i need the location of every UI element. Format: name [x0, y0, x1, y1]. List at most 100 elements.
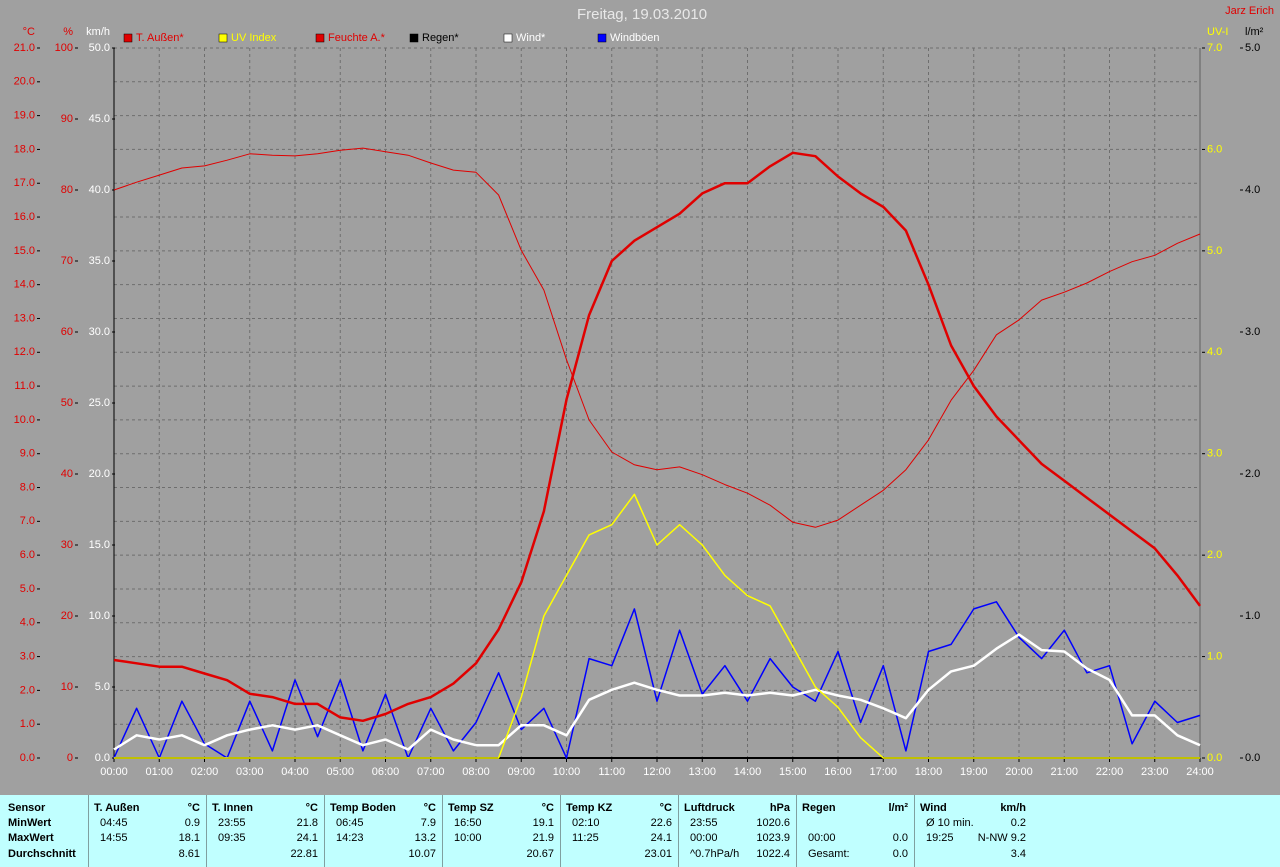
y-tick-label: 30 — [61, 539, 73, 551]
cell-value: 1020.6 — [756, 817, 790, 829]
y-tick-label: 1.0 — [20, 718, 35, 730]
cell-value: 10.07 — [408, 848, 436, 860]
y-tick-label: 90 — [61, 113, 73, 125]
x-tick-label: 06:00 — [372, 766, 400, 778]
separator — [560, 795, 561, 867]
cell-value: 20.67 — [526, 848, 554, 860]
x-tick-label: 24:00 — [1186, 766, 1214, 778]
separator — [914, 795, 915, 867]
y-tick-label: 15.0 — [89, 539, 110, 551]
x-tick-label: 19:00 — [960, 766, 988, 778]
y-tick-label: 13.0 — [14, 312, 35, 324]
cell-time: 00:00 — [808, 832, 836, 844]
x-tick-label: 01:00 — [145, 766, 173, 778]
group-unit: °C — [305, 802, 318, 814]
cell-value: 7.9 — [420, 817, 436, 829]
legend-label: T. Außen* — [136, 32, 184, 44]
series-line — [113, 633, 1201, 751]
y-tick-label: 0.0 — [1207, 752, 1222, 764]
x-tick-label: 16:00 — [824, 766, 852, 778]
x-tick-label: 12:00 — [643, 766, 671, 778]
y-tick-label: 80 — [61, 184, 73, 196]
y-tick-label: 0.0 — [20, 752, 35, 764]
cell-time: 23:55 — [218, 817, 246, 829]
y-tick-label: 10 — [61, 681, 73, 693]
cell-value: 0.9 — [184, 817, 200, 829]
cell-value: 21.9 — [532, 832, 554, 844]
cell-time: 10:00 — [454, 832, 482, 844]
x-tick-label: 11:00 — [598, 766, 625, 778]
legend-swatch — [315, 33, 325, 43]
separator — [678, 795, 679, 867]
row-label: Durchschnitt — [8, 848, 76, 860]
axis-unit-label: km/h — [86, 26, 110, 38]
cell-time: Gesamt: — [808, 848, 850, 860]
cell-time: ^0.7hPa/h — [690, 848, 740, 860]
group-unit: hPa — [769, 802, 790, 814]
author: Jarz Erich — [1225, 5, 1274, 17]
x-tick-label: 21:00 — [1050, 766, 1078, 778]
x-tick-label: 05:00 — [326, 766, 354, 778]
row-label: Sensor — [8, 802, 46, 814]
cell-time: 23:55 — [690, 817, 718, 829]
x-tick-label: 15:00 — [779, 766, 807, 778]
cell-value: 21.8 — [296, 817, 318, 829]
y-tick-label: 18.0 — [14, 143, 35, 155]
y-tick-label: 5.0 — [1207, 245, 1222, 257]
legend-swatch — [409, 33, 419, 43]
series-line — [113, 147, 1201, 528]
y-tick-label: 100 — [55, 42, 73, 54]
y-tick-label: 20 — [61, 610, 73, 622]
x-tick-label: 02:00 — [191, 766, 219, 778]
x-tick-label: 13:00 — [688, 766, 716, 778]
group-unit: °C — [187, 802, 200, 814]
x-tick-label: 14:00 — [734, 766, 762, 778]
separator — [324, 795, 325, 867]
cell-time: 00:00 — [690, 832, 718, 844]
y-tick-label: 20.0 — [89, 468, 110, 480]
y-tick-label: 19.0 — [14, 110, 35, 122]
cell-time: Ø 10 min. — [926, 817, 974, 829]
separator — [796, 795, 797, 867]
y-tick-label: 1.0 — [1245, 610, 1260, 622]
legend-swatch — [123, 33, 133, 43]
legend-label: Regen* — [422, 32, 459, 44]
group-unit: km/h — [1000, 802, 1026, 814]
y-tick-label: 0.0 — [1245, 752, 1260, 764]
separator — [206, 795, 207, 867]
x-tick-label: 08:00 — [462, 766, 490, 778]
cell-value: 22.6 — [650, 817, 672, 829]
cell-value: 13.2 — [414, 832, 436, 844]
cell-time: 16:50 — [454, 817, 482, 829]
cell-value: 24.1 — [650, 832, 672, 844]
group-unit: °C — [423, 802, 436, 814]
y-tick-label: 1.0 — [1207, 650, 1222, 662]
axis-unit-label: UV-I — [1207, 26, 1228, 38]
y-tick-label: 3.0 — [1207, 448, 1222, 460]
group-name: Wind — [920, 802, 947, 814]
cell-value: 23.01 — [644, 848, 672, 860]
y-tick-label: 16.0 — [14, 211, 35, 223]
legend-swatch — [503, 33, 513, 43]
y-tick-label: 50.0 — [89, 42, 110, 54]
cell-value: 8.61 — [178, 848, 200, 860]
group-name: Luftdruck — [684, 802, 735, 814]
cell-time: 14:23 — [336, 832, 364, 844]
axis-unit-label: °C — [23, 26, 35, 38]
cell-time: 11:25 — [572, 832, 599, 844]
x-tick-label: 22:00 — [1096, 766, 1124, 778]
legend-label: Feuchte A.* — [328, 32, 386, 44]
group-name: T. Außen — [94, 802, 140, 814]
chart: Freitag, 19.03.2010 Jarz Erich 00:00 01:0… — [14, 5, 1274, 778]
y-tick-label: 9.0 — [20, 448, 35, 460]
y-tick-label: 30.0 — [89, 326, 110, 338]
cell-time: 06:45 — [336, 817, 364, 829]
y-tick-label: 5.0 — [1245, 42, 1260, 54]
y-tick-label: 7.0 — [1207, 42, 1222, 54]
legend-label: Windböen — [610, 32, 660, 44]
cell-value: 19.1 — [532, 817, 554, 829]
axis-unit-label: % — [63, 26, 73, 38]
group-name: T. Innen — [212, 802, 253, 814]
legend-swatch — [218, 33, 228, 43]
